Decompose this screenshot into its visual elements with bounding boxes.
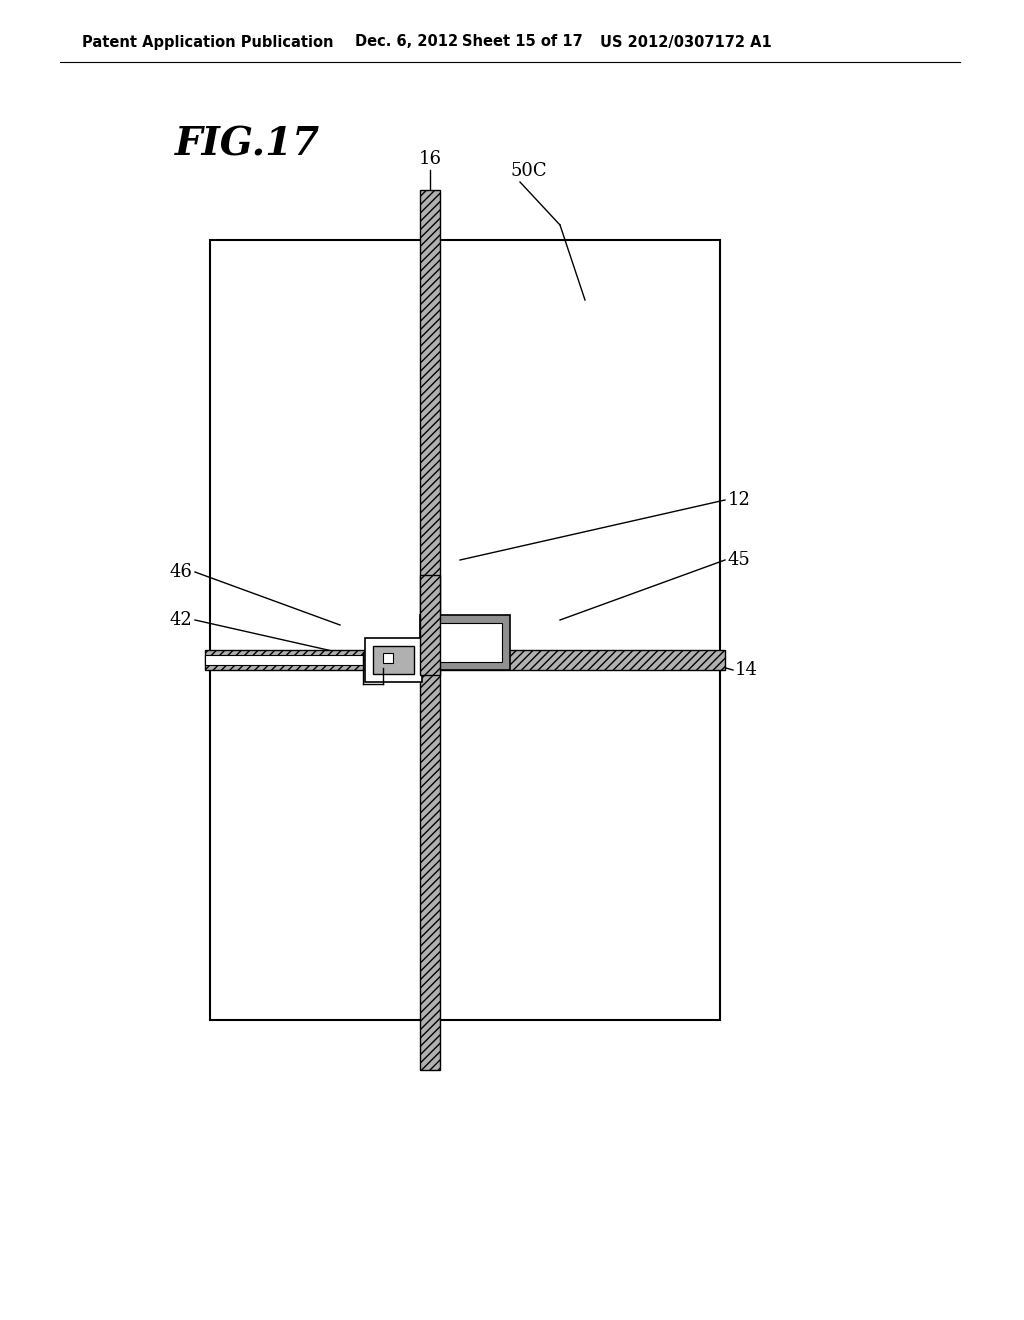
Text: US 2012/0307172 A1: US 2012/0307172 A1 xyxy=(600,34,772,49)
Bar xyxy=(365,638,422,682)
Text: Sheet 15 of 17: Sheet 15 of 17 xyxy=(462,34,583,49)
Text: Patent Application Publication: Patent Application Publication xyxy=(82,34,334,49)
Text: 46: 46 xyxy=(169,564,193,581)
Text: 12: 12 xyxy=(728,491,751,510)
Text: FIG.17: FIG.17 xyxy=(175,125,321,162)
Bar xyxy=(373,645,414,675)
Text: 50C: 50C xyxy=(510,162,547,180)
Text: 14: 14 xyxy=(735,661,758,678)
Text: Dec. 6, 2012: Dec. 6, 2012 xyxy=(355,34,458,49)
Text: 16: 16 xyxy=(419,150,441,168)
Bar xyxy=(210,240,720,1020)
Bar xyxy=(205,655,362,665)
Text: 42: 42 xyxy=(169,611,193,630)
Bar xyxy=(383,653,393,663)
Bar xyxy=(420,190,440,1071)
Bar xyxy=(205,649,725,671)
Text: 45: 45 xyxy=(728,550,751,569)
Bar xyxy=(420,576,440,675)
Bar xyxy=(420,615,510,671)
Bar xyxy=(428,623,502,663)
